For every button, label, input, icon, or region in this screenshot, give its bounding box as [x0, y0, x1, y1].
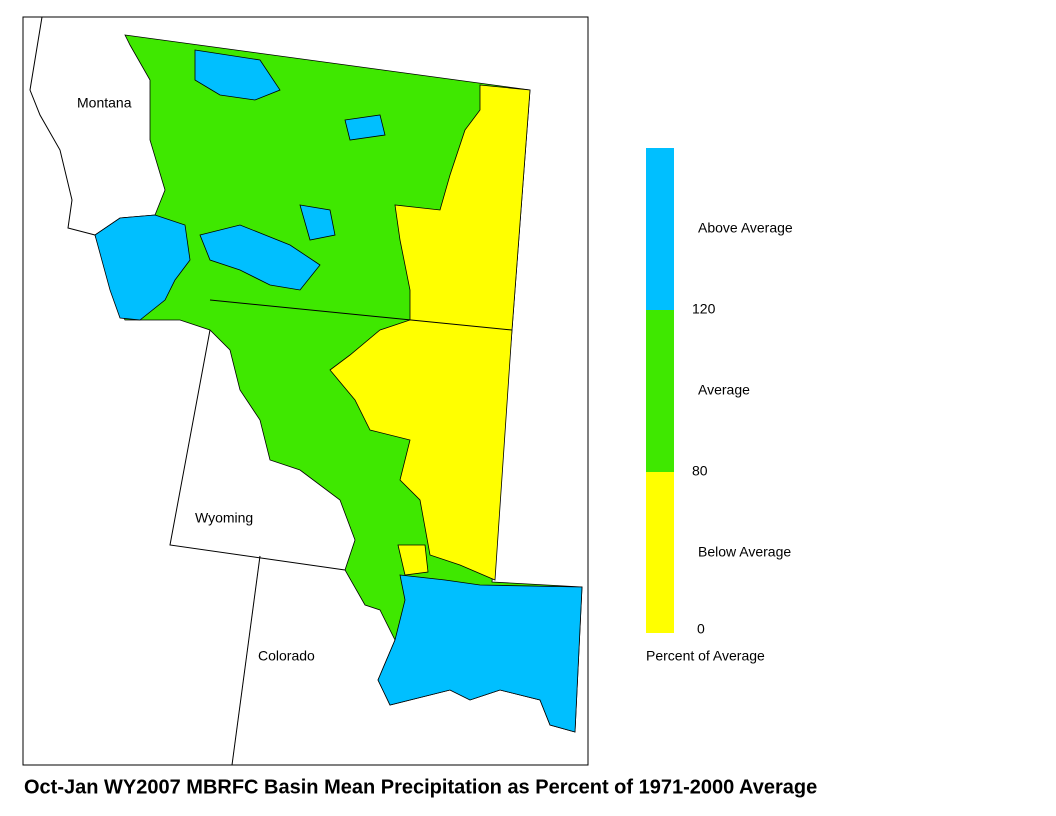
legend-break: 80	[692, 463, 708, 479]
legend-swatch	[646, 310, 674, 472]
basin-region	[397, 544, 429, 576]
basin-region	[344, 114, 386, 141]
basin-region	[377, 574, 583, 733]
legend-title: Percent of Average	[646, 648, 765, 664]
state-boundary	[29, 16, 96, 236]
state-label: Montana	[77, 95, 132, 111]
legend: Above Average Average Below Average 120 80 0	[646, 148, 793, 637]
legend-break: 120	[692, 301, 716, 317]
basin-region	[299, 204, 336, 241]
state-label: Colorado	[258, 648, 315, 664]
legend-label: Average	[698, 382, 750, 398]
caption: Oct-Jan WY2007 MBRFC Basin Mean Precipit…	[24, 776, 817, 798]
basin-region	[194, 49, 281, 101]
legend-swatch	[646, 148, 674, 310]
legend-swatch	[646, 472, 674, 633]
legend-label: Above Average	[698, 220, 793, 236]
state-label: Wyoming	[195, 510, 253, 526]
state-boundary	[209, 299, 513, 331]
legend-break: 0	[697, 621, 705, 637]
legend-label: Below Average	[698, 544, 791, 560]
state-boundary	[169, 329, 346, 571]
basin-region	[199, 224, 321, 291]
state-boundary	[231, 555, 261, 766]
basin-region	[329, 84, 531, 581]
basin-region	[94, 214, 191, 321]
